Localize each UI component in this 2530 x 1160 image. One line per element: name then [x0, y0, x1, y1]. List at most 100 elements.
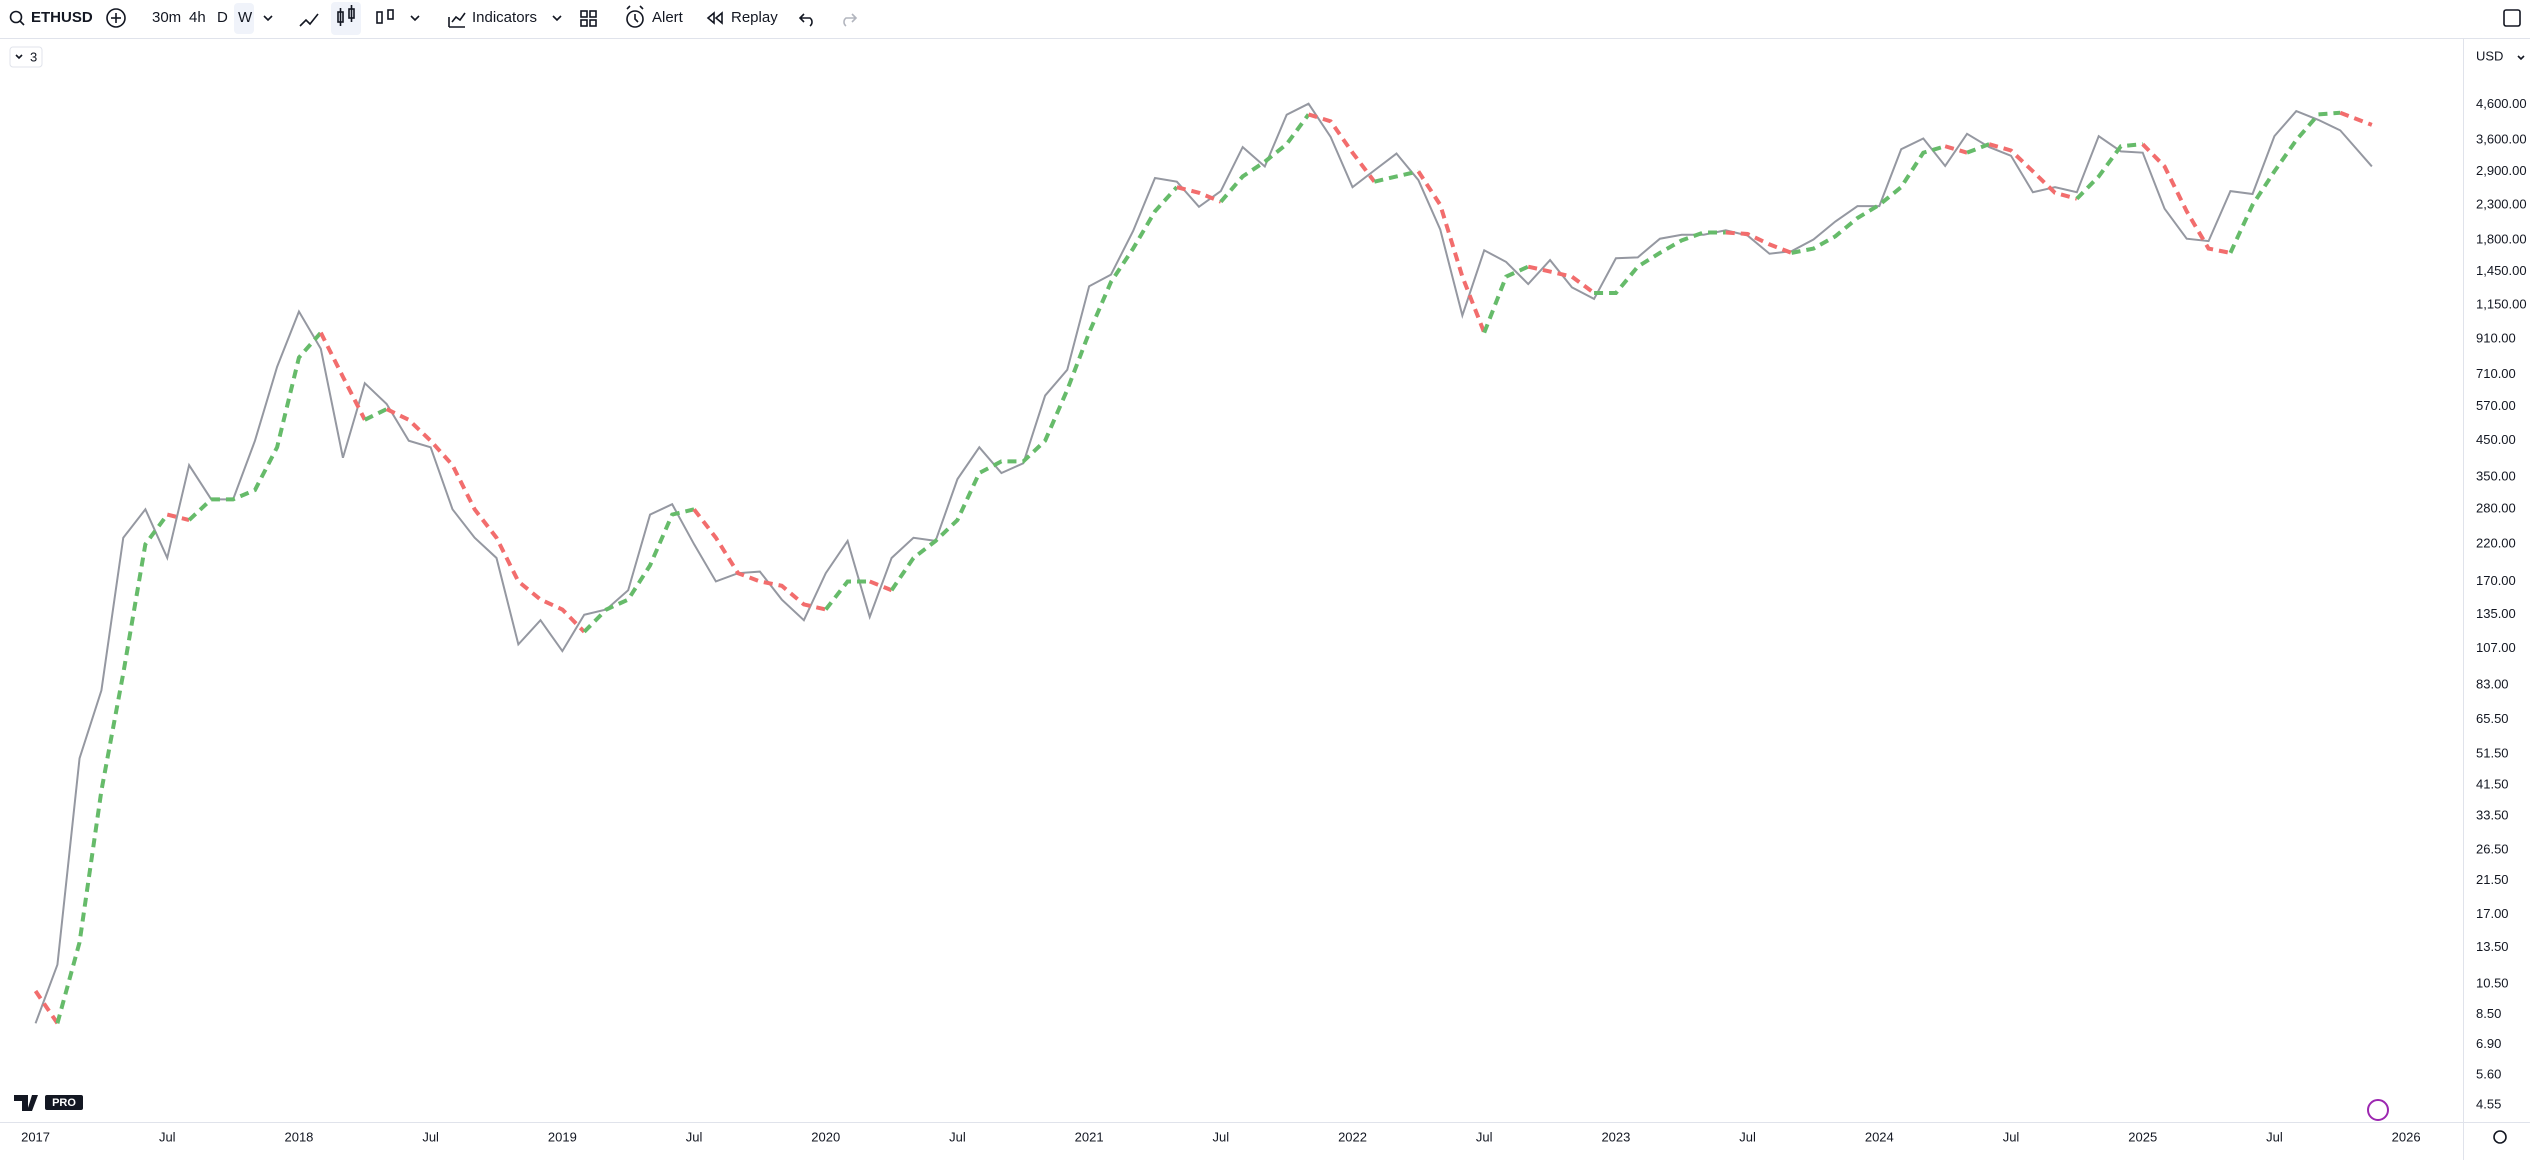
x-tick-label: Jul [2266, 1129, 2283, 1144]
indicator-line [1527, 264, 1596, 295]
y-tick-label: 1,800.00 [2476, 232, 2527, 247]
x-tick-label: Jul [1476, 1129, 1493, 1144]
y-tick-label: 6.90 [2476, 1036, 2501, 1051]
x-tick-label: 2017 [21, 1129, 50, 1144]
chart-type-line[interactable] [299, 13, 319, 27]
x-tick-label: 2021 [1075, 1129, 1104, 1144]
x-tick-label: 2022 [1338, 1129, 1367, 1144]
indicator-line [1176, 185, 1222, 204]
indicator-line [33, 989, 60, 1025]
x-tick-label: Jul [1213, 1129, 1230, 1144]
indicator-line [2228, 110, 2341, 254]
active-interval-bg [234, 3, 254, 34]
indicator-line [187, 331, 323, 522]
interval[interactable]: W [238, 9, 253, 26]
price-line [34, 102, 2373, 1024]
y-tick-label: 41.50 [2476, 777, 2509, 792]
x-tick-label: Jul [159, 1129, 176, 1144]
fullscreen[interactable] [2503, 9, 2521, 27]
undo[interactable] [798, 13, 813, 27]
y-tick-label: 2,300.00 [2476, 196, 2527, 211]
chart-type-bars[interactable] [376, 9, 394, 24]
y-tick-label: 135.00 [2476, 606, 2516, 621]
indicator-line [385, 407, 586, 634]
symbol[interactable]: ETHUSD [31, 9, 93, 26]
notification-icon[interactable] [2367, 1099, 2389, 1121]
y-tick-label: 280.00 [2476, 501, 2516, 516]
legend-count: 3 [30, 49, 37, 64]
y-tick-label: 2,900.00 [2476, 163, 2527, 178]
redo[interactable] [843, 13, 858, 27]
toolbar [0, 0, 2530, 38]
x-tick-label: Jul [2003, 1129, 2020, 1144]
settings[interactable] [2493, 1130, 2507, 1144]
indicator-line [319, 331, 367, 421]
y-tick-label: 4,600.00 [2476, 96, 2527, 111]
y-tick-label: 170.00 [2476, 573, 2516, 588]
interval-menu[interactable] [263, 15, 273, 22]
indicator-line [2339, 110, 2373, 127]
indicator-line [824, 579, 870, 611]
y-tick-label: 1,150.00 [2476, 297, 2527, 312]
x-tick-label: Jul [1739, 1129, 1756, 1144]
y-tick-label: 83.00 [2476, 677, 2509, 692]
y-tick-label: 910.00 [2476, 330, 2516, 345]
y-tick-label: 570.00 [2476, 398, 2516, 413]
active-type-bg [331, 2, 361, 35]
y-tick-label: 10.50 [2476, 975, 2509, 990]
currency-menu[interactable] [2517, 55, 2525, 61]
interval[interactable]: D [217, 9, 228, 26]
legend-toggle[interactable]: 3 [9, 46, 43, 68]
indicator-line [1966, 142, 1990, 155]
indicator-line [1307, 112, 1376, 183]
x-tick-label: Jul [949, 1129, 966, 1144]
y-tick-label: 33.50 [2476, 808, 2509, 823]
y-tick-label: 21.50 [2476, 872, 2509, 887]
indicator-line [868, 579, 893, 593]
y-tick-label: 3,600.00 [2476, 132, 2527, 147]
indicator-line [2075, 142, 2143, 201]
indicator-line [1944, 144, 1968, 155]
replay-button[interactable]: Replay [731, 9, 778, 26]
indicator-line [1725, 230, 1793, 255]
layouts-button[interactable] [580, 10, 597, 27]
symbol-search[interactable]: ETHUSD [9, 9, 93, 26]
indicator-line [2141, 142, 2231, 255]
y-tick-label: 450.00 [2476, 432, 2516, 447]
interval[interactable]: 30m [152, 9, 181, 26]
logo-badge: PRO [52, 1097, 76, 1109]
compare-button[interactable] [106, 8, 126, 28]
y-tick-label: 710.00 [2476, 366, 2516, 381]
indicator-line [1373, 169, 1419, 184]
y-tick-label: 220.00 [2476, 536, 2516, 551]
x-tick-label: 2019 [548, 1129, 577, 1144]
indicators-icon[interactable] [448, 12, 466, 28]
indicator-line [692, 508, 827, 612]
replay-icon[interactable] [706, 11, 723, 25]
x-tick-label: Jul [686, 1129, 703, 1144]
indicator-line [363, 407, 388, 422]
indicator-line [1988, 142, 2078, 201]
chart-type-candles[interactable] [337, 5, 355, 26]
indicator-line [55, 513, 169, 1024]
x-tick-label: 2025 [2128, 1129, 2157, 1144]
currency[interactable]: USD [2476, 48, 2503, 63]
x-tick-label: 2026 [2392, 1129, 2421, 1144]
indicator-line [889, 185, 1179, 592]
indicators-button[interactable]: Indicators [472, 9, 537, 26]
alert-icon[interactable] [626, 5, 644, 28]
indicator-line [582, 507, 695, 634]
x-tick-label: 2023 [1601, 1129, 1630, 1144]
y-tick-label: 5.60 [2476, 1066, 2501, 1081]
y-tick-label: 13.50 [2476, 939, 2509, 954]
interval[interactable]: 4h [189, 9, 206, 26]
alert-button[interactable]: Alert [652, 9, 684, 26]
x-tick-label: Jul [422, 1129, 439, 1144]
y-tick-label: 8.50 [2476, 1006, 2501, 1021]
y-tick-label: 1,450.00 [2476, 263, 2527, 278]
indicators-menu[interactable] [552, 15, 562, 22]
indicator-line [1482, 264, 1530, 334]
chart-type-menu[interactable] [410, 15, 420, 22]
